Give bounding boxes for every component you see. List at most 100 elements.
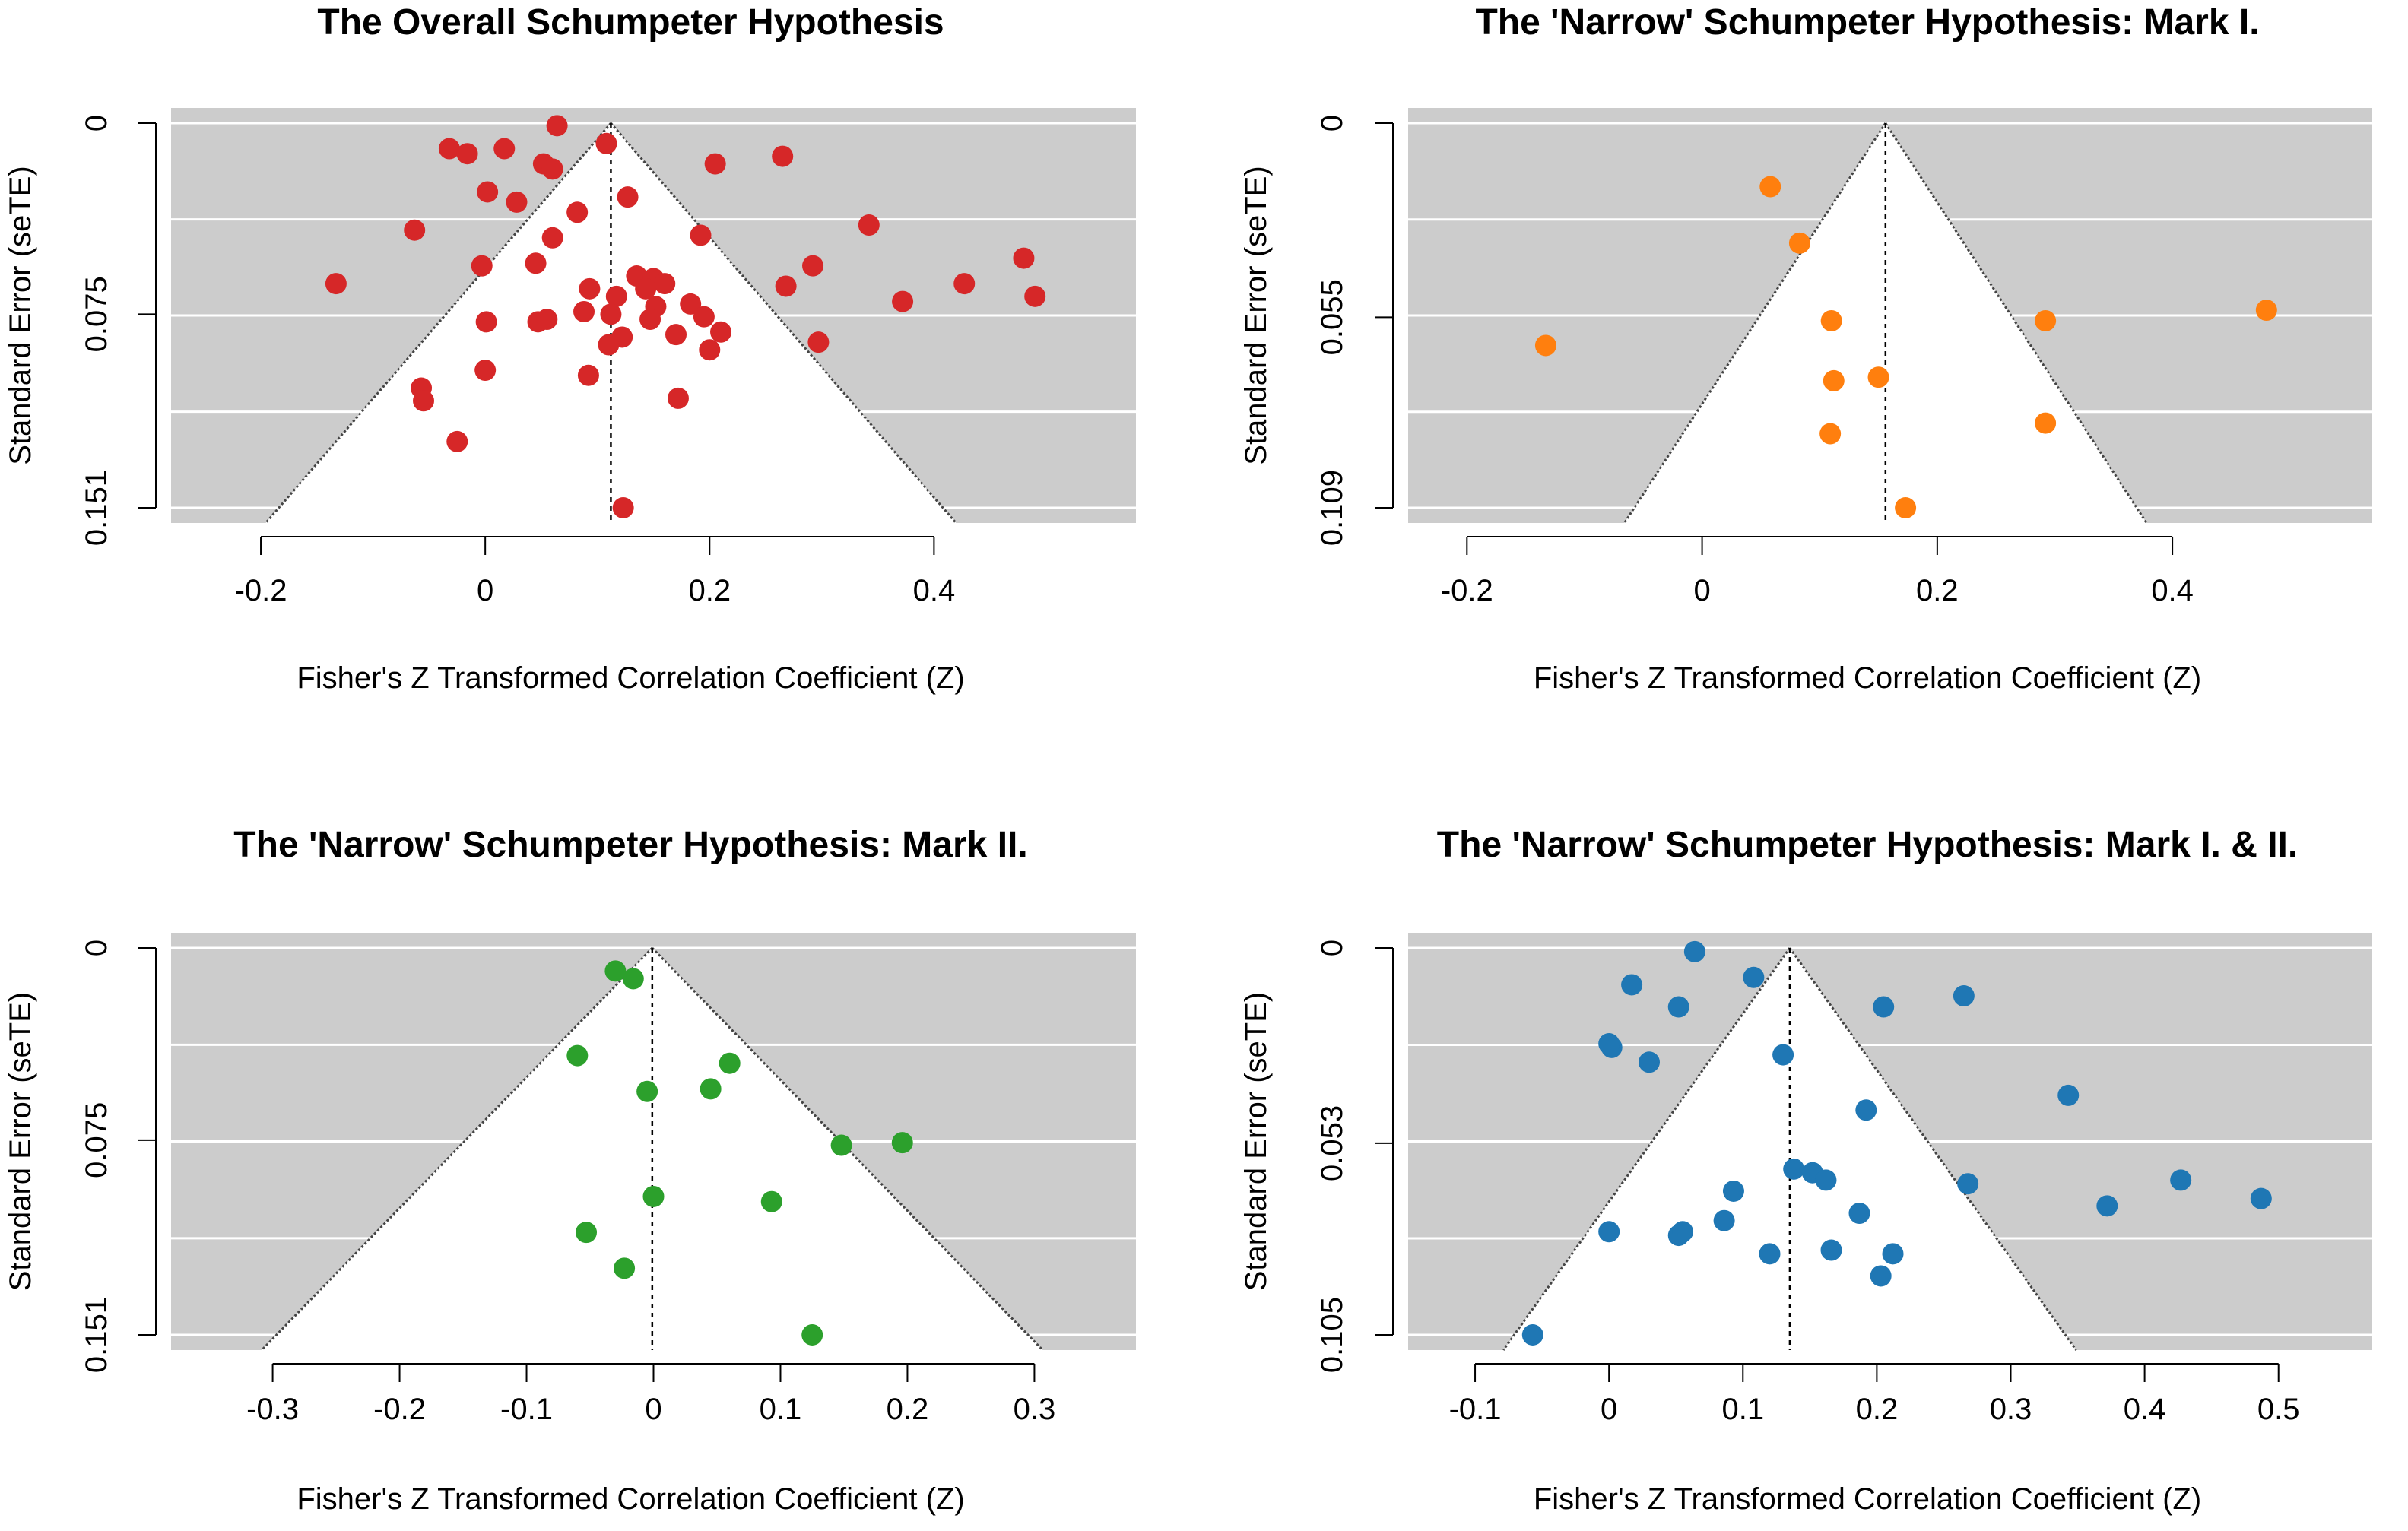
data-point: [2250, 1187, 2272, 1209]
x-tick-label: 0.4: [2151, 574, 2194, 607]
y-tick-label: 0: [80, 940, 113, 956]
data-point: [1788, 232, 1810, 254]
chart-title: The 'Narrow' Schumpeter Hypothesis: Mark…: [1475, 2, 2259, 43]
data-point: [699, 339, 721, 361]
x-tick-label: -0.1: [500, 1393, 553, 1426]
data-point: [598, 334, 620, 356]
data-point: [2170, 1169, 2192, 1191]
data-point: [1759, 1243, 1781, 1265]
funnel-plot-mark-1-and-2: -0.1 0 0.1 0.2 0.3 0.4 0.5 0 0.053 0.105 The 'Narr…: [1239, 825, 2372, 1516]
x-tick-label: -0.3: [246, 1393, 299, 1426]
data-point: [566, 201, 589, 223]
data-point: [892, 290, 914, 312]
data-point: [1024, 285, 1046, 307]
data-point: [1823, 369, 1845, 391]
data-point: [891, 1132, 913, 1154]
x-tick-label: 0.3: [1014, 1393, 1056, 1426]
data-point: [1621, 974, 1643, 996]
data-point: [1820, 309, 1842, 331]
data-point: [1953, 985, 1975, 1007]
data-point: [1867, 366, 1889, 388]
data-point: [1819, 423, 1842, 445]
data-point: [446, 430, 468, 452]
data-point: [536, 309, 558, 331]
data-point: [704, 153, 726, 175]
data-point: [595, 132, 617, 154]
funnel-plot-mark-1: -0.2 0 0.2 0.4 0 0.055 0.109 The 'Narrow' Schum…: [1239, 2, 2372, 695]
y-tick-label: 0.075: [80, 276, 113, 352]
data-point: [2035, 412, 2057, 434]
data-point: [325, 273, 347, 295]
data-point: [576, 1222, 598, 1244]
x-tick-label: 0: [1693, 574, 1710, 607]
data-point: [1759, 176, 1781, 198]
data-point: [1672, 1221, 1694, 1243]
data-point: [642, 1185, 665, 1207]
data-point: [525, 252, 547, 274]
x-tick-label: 0.2: [1916, 574, 1959, 607]
data-point: [680, 293, 702, 315]
data-point: [622, 968, 644, 990]
data-point: [700, 1078, 722, 1100]
funnel-right-edge: [1788, 947, 2077, 1351]
data-point: [541, 227, 563, 249]
data-point: [1013, 247, 1035, 269]
x-axis-label: Fisher's Z Transformed Correlation Coeff…: [297, 661, 964, 695]
x-tick-label: 0.4: [913, 574, 956, 607]
y-tick-label: 0.055: [1315, 279, 1349, 355]
data-point: [605, 285, 627, 307]
data-point: [477, 181, 499, 203]
data-point: [1722, 1180, 1744, 1202]
data-point: [1639, 1051, 1660, 1073]
x-axis-label: Fisher's Z Transformed Correlation Coeff…: [297, 1482, 964, 1516]
data-point: [474, 360, 497, 382]
x-tick-label: 0: [645, 1393, 661, 1426]
x-axis-label: Fisher's Z Transformed Correlation Coeff…: [1534, 661, 2201, 695]
y-axis-label: Standard Error (seTE): [1239, 166, 1273, 464]
x-tick-label: 0.2: [1856, 1393, 1899, 1426]
x-tick-label: 0.5: [2257, 1393, 2300, 1426]
data-point: [617, 186, 639, 208]
y-axis-label: Standard Error (seTE): [1239, 992, 1273, 1291]
data-point: [614, 1257, 636, 1279]
x-tick-label: 0.1: [760, 1393, 802, 1426]
data-point: [2057, 1084, 2080, 1106]
data-point: [413, 390, 435, 412]
x-tick-label: 0: [477, 574, 493, 607]
x-tick-label: 0.3: [1990, 1393, 2032, 1426]
data-point: [772, 145, 794, 167]
data-point: [807, 331, 830, 353]
x-tick-label: 0: [1601, 1393, 1617, 1426]
x-tick-label: 0.2: [688, 574, 731, 607]
data-point: [600, 303, 622, 325]
data-point: [577, 364, 599, 386]
funnel-region: [1624, 123, 2147, 523]
x-tick-label: -0.2: [235, 574, 287, 607]
data-point: [2096, 1195, 2118, 1217]
y-tick-label: 0.105: [1315, 1297, 1349, 1373]
x-axis-label: Fisher's Z Transformed Correlation Coeff…: [1534, 1482, 2201, 1516]
data-point: [456, 143, 478, 165]
y-tick-label: 0.075: [80, 1102, 113, 1178]
y-axis-label: Standard Error (seTE): [4, 166, 37, 464]
y-tick-label: 0.109: [1315, 470, 1349, 546]
data-point: [1743, 966, 1765, 988]
chart-title: The 'Narrow' Schumpeter Hypothesis: Mark…: [233, 825, 1027, 865]
data-point: [1521, 1324, 1543, 1346]
funnel-left-edge: [1502, 947, 1791, 1351]
data-point: [1870, 1265, 1892, 1287]
data-point: [1815, 1169, 1837, 1191]
funnel-right-edge: [610, 122, 957, 524]
data-point: [2035, 309, 2057, 331]
data-point: [802, 255, 824, 277]
data-point: [1957, 1173, 1979, 1195]
data-point: [1772, 1044, 1794, 1066]
x-tick-label: 0.4: [2124, 1393, 2166, 1426]
y-tick-label: 0: [1315, 940, 1349, 956]
data-point: [1855, 1099, 1877, 1121]
data-point: [612, 497, 634, 518]
data-point: [858, 214, 880, 236]
data-point: [654, 273, 676, 295]
data-point: [1598, 1033, 1620, 1055]
